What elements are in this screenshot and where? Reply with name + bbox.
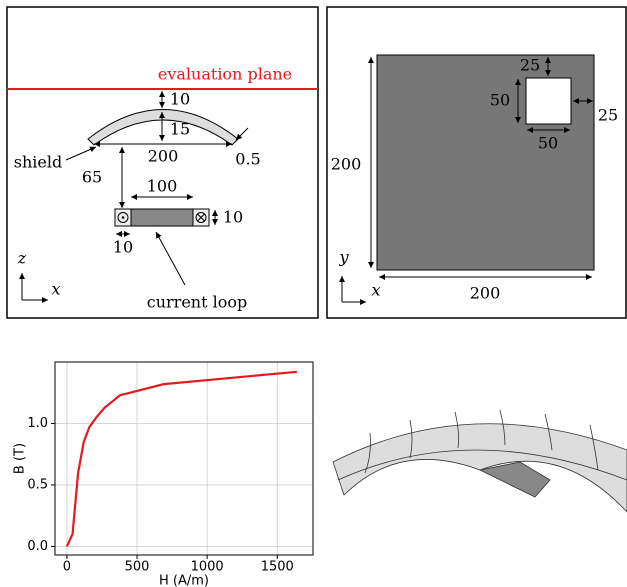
label: 10 — [170, 90, 190, 109]
label: x — [51, 280, 60, 299]
x-tick-label: 1500 — [261, 560, 294, 575]
y-tick-label: 1.0 — [27, 416, 48, 431]
figure: evaluation plane 10 15 200 0.5 shield 65… — [0, 0, 627, 587]
label: 15 — [170, 120, 190, 139]
label: shield — [14, 153, 62, 172]
x-tick-label: 500 — [125, 560, 150, 575]
y-tick-label: 0.0 — [27, 539, 48, 554]
y-tick-label: 0.5 — [27, 477, 48, 492]
hole — [526, 78, 571, 124]
label: 200 — [331, 155, 362, 174]
label: y — [338, 248, 349, 267]
plot-area — [55, 362, 313, 555]
label: x — [371, 281, 380, 300]
current-out — [122, 216, 125, 219]
surface-shadow — [480, 462, 550, 497]
x-tick-label: 1000 — [191, 560, 224, 575]
bh-chart: 0 500 1000 1500 0.0 0.5 1.0 H (A/m) B (T) — [13, 362, 314, 587]
surface — [333, 424, 627, 512]
label: 25 — [598, 106, 618, 125]
right-diagram: 25 50 25 50 200 200 y x — [327, 7, 626, 318]
y-axis-label: B (T) — [13, 443, 28, 474]
shield-render — [333, 410, 627, 512]
label: 200 — [470, 284, 501, 303]
label: 0.5 — [235, 150, 260, 169]
label: current loop — [147, 293, 247, 312]
label: 50 — [538, 134, 558, 153]
label: z — [17, 249, 27, 268]
label: evaluation plane — [158, 65, 292, 84]
label: 10 — [113, 238, 133, 257]
x-axis-label: H (A/m) — [159, 574, 209, 587]
x-tick-label: 0 — [63, 560, 71, 575]
label: 200 — [148, 147, 179, 166]
label: 50 — [490, 91, 510, 110]
label: 25 — [520, 56, 540, 75]
label: 10 — [223, 208, 243, 227]
label: 65 — [82, 168, 102, 187]
left-diagram: evaluation plane 10 15 200 0.5 shield 65… — [7, 7, 318, 318]
label: 100 — [147, 177, 178, 196]
